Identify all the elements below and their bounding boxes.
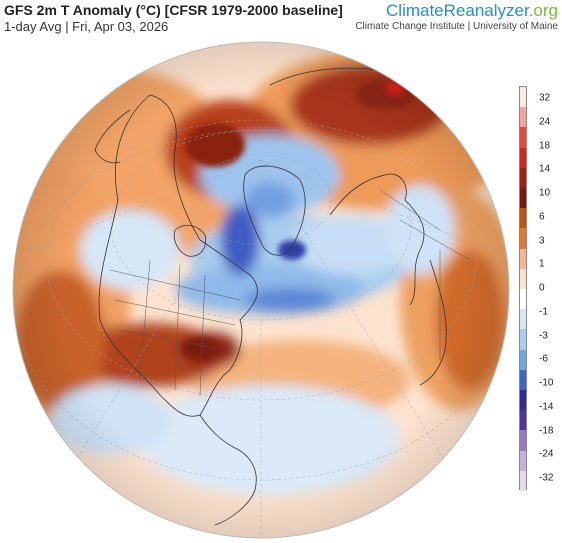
legend-label: 6 (539, 211, 545, 223)
legend-swatch (520, 410, 526, 431)
legend-swatch (520, 87, 526, 108)
legend-swatch (520, 208, 526, 229)
legend-label: 3 (539, 235, 545, 246)
legend-label: 14 (539, 163, 551, 175)
legend-swatch (520, 430, 526, 452)
legend-label: -3 (539, 330, 548, 341)
legend-label: 24 (539, 116, 551, 128)
legend-label: 0 (539, 282, 545, 294)
legend-label: -6 (539, 353, 548, 365)
legend-label: -32 (539, 472, 554, 484)
legend-swatch (520, 127, 526, 149)
legend-swatch (520, 268, 526, 290)
legend-swatch (520, 349, 526, 371)
legend-swatch (520, 147, 526, 169)
legend-swatch (520, 107, 526, 128)
legend-label: -14 (539, 401, 554, 413)
anomaly-field (13, 42, 509, 538)
institution-label: Climate Change Institute | University of… (355, 21, 558, 32)
legend-label: 1 (539, 258, 545, 270)
legend-swatch (520, 248, 526, 270)
legend-swatch (520, 167, 526, 189)
legend-label: 18 (539, 140, 551, 151)
header-left: GFS 2m T Anomaly (°C) [CFSR 1979-2000 ba… (4, 2, 343, 35)
legend-swatch (520, 228, 526, 250)
legend-label: -10 (539, 377, 554, 389)
legend-swatch (520, 390, 526, 411)
legend-swatch (520, 329, 526, 351)
legend-swatch (520, 450, 526, 472)
globe-outline (12, 41, 510, 539)
legend-colorbar (519, 86, 527, 492)
legend-label: -24 (539, 448, 554, 460)
brand-block: ClimateReanalyzer.org Climate Change Ins… (355, 0, 558, 33)
color-legend: 32 24 18 14 10 6 3 1 0 -1 -3 -6 -10 -14 -18 -24 -32 (519, 86, 559, 492)
legend-label: -18 (539, 425, 554, 436)
legend-label: 10 (539, 187, 551, 199)
legend-label: 32 (539, 92, 551, 104)
brand-logo[interactable]: ClimateReanalyzer.org (386, 1, 558, 20)
map-title: GFS 2m T Anomaly (°C) [CFSR 1979-2000 ba… (4, 2, 343, 18)
legend-swatch (520, 369, 526, 391)
legend-swatch (520, 309, 526, 330)
legend-label: -1 (539, 306, 548, 318)
legend-swatch (520, 289, 526, 310)
legend-swatch (520, 188, 526, 209)
legend-swatch (520, 470, 526, 492)
map-subtitle: 1-day Avg | Fri, Apr 03, 2026 (4, 19, 169, 34)
